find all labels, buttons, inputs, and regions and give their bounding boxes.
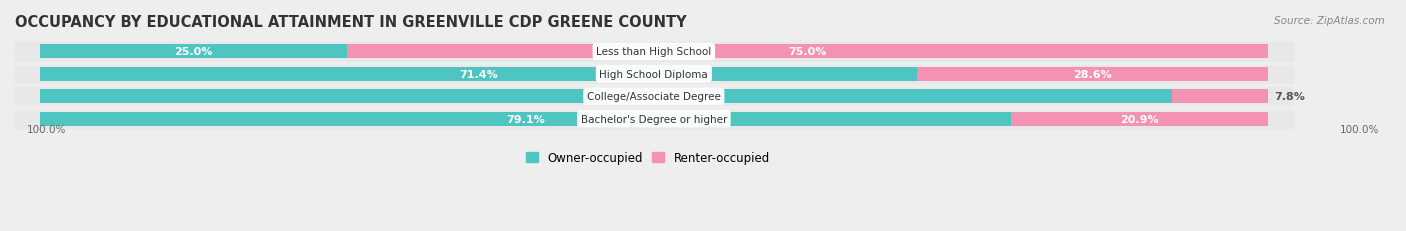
Text: College/Associate Degree: College/Associate Degree [586, 92, 721, 102]
Text: Bachelor's Degree or higher: Bachelor's Degree or higher [581, 114, 727, 124]
Legend: Owner-occupied, Renter-occupied: Owner-occupied, Renter-occupied [526, 151, 770, 164]
Bar [347, 45, 1268, 59]
Text: OCCUPANCY BY EDUCATIONAL ATTAINMENT IN GREENVILLE CDP GREENE COUNTY: OCCUPANCY BY EDUCATIONAL ATTAINMENT IN G… [15, 15, 686, 30]
Bar [15, 110, 1292, 128]
Text: Source: ZipAtlas.com: Source: ZipAtlas.com [1274, 16, 1385, 26]
Bar [15, 88, 1292, 106]
Text: 100.0%: 100.0% [27, 124, 66, 134]
Bar [39, 90, 1268, 104]
Bar [15, 43, 1292, 61]
Text: Less than High School: Less than High School [596, 47, 711, 57]
Text: 7.8%: 7.8% [1274, 92, 1305, 102]
Bar [39, 112, 1268, 126]
Text: 20.9%: 20.9% [1121, 114, 1159, 124]
Text: 25.0%: 25.0% [174, 47, 212, 57]
Bar [1011, 112, 1268, 126]
Text: 75.0%: 75.0% [789, 47, 827, 57]
Text: 71.4%: 71.4% [458, 70, 498, 79]
Bar [39, 68, 917, 82]
Bar [1173, 90, 1268, 104]
Bar [39, 68, 1268, 82]
Text: 100.0%: 100.0% [1340, 124, 1379, 134]
Bar [15, 65, 1292, 84]
Bar [39, 90, 1173, 104]
Text: High School Diploma: High School Diploma [599, 70, 709, 79]
Bar [39, 45, 347, 59]
Text: 79.1%: 79.1% [506, 114, 546, 124]
Bar [39, 112, 1011, 126]
Bar [39, 45, 1268, 59]
Bar [917, 68, 1268, 82]
Text: 28.6%: 28.6% [1073, 70, 1112, 79]
Text: 92.2%: 92.2% [586, 92, 626, 102]
